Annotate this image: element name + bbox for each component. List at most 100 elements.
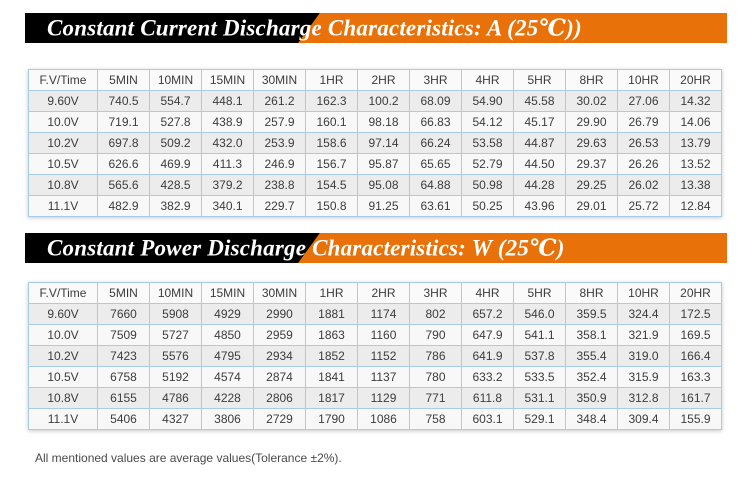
table-cell: 161.7 (669, 387, 722, 409)
table-cell: 432.0 (201, 132, 254, 154)
table-cell: 64.88 (409, 174, 462, 196)
table-cell: 43.96 (513, 195, 566, 217)
table-cell: 45.58 (513, 90, 566, 112)
table-cell: 1160 (357, 324, 410, 346)
table-cell: 309.4 (617, 408, 670, 430)
table-cell: 340.1 (201, 195, 254, 217)
table-cell: 802 (409, 303, 462, 325)
banner-black-background (25, 13, 320, 43)
table-cell: 154.5 (305, 174, 358, 196)
table-cell: 641.9 (461, 345, 514, 367)
table-cell: 1841 (305, 366, 358, 388)
table-cell: 438.9 (201, 111, 254, 133)
table-cell: 6758 (97, 366, 150, 388)
table-cell: 150.8 (305, 195, 358, 217)
table-cell: 95.87 (357, 153, 410, 175)
table-cell: 160.1 (305, 111, 358, 133)
table-row: 10.8V 6155 4786 4228 2806 1817 1129 771 611.8 531… (28, 387, 722, 409)
table-row: 9.60V 7660 5908 4929 2990 1881 1174 802 657.2 546… (28, 303, 722, 325)
column-header: 1HR (305, 69, 358, 91)
table-cell: 13.38 (669, 174, 722, 196)
row-label: 9.60V (28, 303, 98, 325)
table-cell: 50.25 (461, 195, 514, 217)
table-cell: 469.9 (149, 153, 202, 175)
column-header: 1HR (305, 282, 358, 304)
table-cell: 321.9 (617, 324, 670, 346)
table-cell: 790 (409, 324, 462, 346)
column-header: 4HR (461, 282, 514, 304)
table-cell: 537.8 (513, 345, 566, 367)
table-cell: 50.98 (461, 174, 514, 196)
table-cell: 312.8 (617, 387, 670, 409)
table-cell: 482.9 (97, 195, 150, 217)
table-cell: 350.9 (565, 387, 618, 409)
table-cell: 1852 (305, 345, 358, 367)
table-cell: 29.90 (565, 111, 618, 133)
table-cell: 4850 (201, 324, 254, 346)
table-cell: 162.3 (305, 90, 358, 112)
table-cell: 45.17 (513, 111, 566, 133)
table-cell: 26.53 (617, 132, 670, 154)
row-label: 10.0V (28, 324, 98, 346)
table-cell: 5908 (149, 303, 202, 325)
table-cell: 95.08 (357, 174, 410, 196)
table-cell: 657.2 (461, 303, 514, 325)
table-cell: 355.4 (565, 345, 618, 367)
section-banner-constant-current: Constant Current Discharge Characteristi… (25, 13, 727, 43)
table-cell: 44.28 (513, 174, 566, 196)
table-cell: 7509 (97, 324, 150, 346)
row-label: 10.8V (28, 174, 98, 196)
section-title-constant-current: Constant Current Discharge Characteristi… (47, 15, 582, 41)
table-cell: 100.2 (357, 90, 410, 112)
table-cell: 66.24 (409, 132, 462, 154)
table-cell: 319.0 (617, 345, 670, 367)
constant-power-discharge-table: F.V/Time 5MIN 10MIN 15MIN 30MIN 1HR 2HR 3HR 4HR 5… (28, 282, 722, 430)
column-header: 5HR (513, 69, 566, 91)
section-title-constant-power: Constant Power Discharge Characteristics… (47, 235, 565, 261)
table-cell: 52.79 (461, 153, 514, 175)
row-label: 10.8V (28, 387, 98, 409)
table-cell: 324.4 (617, 303, 670, 325)
constant-power-discharge-table: F.V/Time 5MIN 10MIN 15MIN 30MIN 1HR 2HR 3HR 4HR 5… (28, 282, 722, 430)
row-label: 11.1V (28, 195, 98, 217)
table-cell: 4327 (149, 408, 202, 430)
table-cell: 554.7 (149, 90, 202, 112)
table-cell: 156.7 (305, 153, 358, 175)
table-cell: 97.14 (357, 132, 410, 154)
column-header: 10HR (617, 69, 670, 91)
table-cell: 257.9 (253, 111, 306, 133)
table-cell: 359.5 (565, 303, 618, 325)
table-cell: 2990 (253, 303, 306, 325)
table-cell: 786 (409, 345, 462, 367)
table-cell: 1086 (357, 408, 410, 430)
table-cell: 527.8 (149, 111, 202, 133)
table-cell: 66.83 (409, 111, 462, 133)
constant-current-discharge-table: F.V/Time 5MIN 10MIN 15MIN 30MIN 1HR 2HR 3HR 4HR 5… (28, 69, 722, 217)
column-header: 30MIN (253, 282, 306, 304)
column-header: 3HR (409, 69, 462, 91)
table-cell: 155.9 (669, 408, 722, 430)
table-cell: 98.18 (357, 111, 410, 133)
column-header: 20HR (669, 282, 722, 304)
table-cell: 3806 (201, 408, 254, 430)
table-cell: 29.63 (565, 132, 618, 154)
table-row: 10.2V 7423 5576 4795 2934 1852 1152 786 641.9 537… (28, 345, 722, 367)
table-cell: 633.2 (461, 366, 514, 388)
table-cell: 238.8 (253, 174, 306, 196)
column-header: 8HR (565, 282, 618, 304)
column-header: 2HR (357, 69, 410, 91)
row-label: 10.5V (28, 366, 98, 388)
banner-black-background (25, 233, 320, 263)
table-cell: 4574 (201, 366, 254, 388)
table-cell: 4786 (149, 387, 202, 409)
column-header: 10MIN (149, 282, 202, 304)
table-cell: 647.9 (461, 324, 514, 346)
table-cell: 261.2 (253, 90, 306, 112)
table-cell: 29.01 (565, 195, 618, 217)
column-header: 5HR (513, 282, 566, 304)
table-row: 10.5V 626.6 469.9 411.3 246.9 156.7 95.87 65.65… (28, 153, 722, 175)
table-cell: 4795 (201, 345, 254, 367)
column-header: 15MIN (201, 282, 254, 304)
table-cell: 6155 (97, 387, 150, 409)
table-cell: 5192 (149, 366, 202, 388)
